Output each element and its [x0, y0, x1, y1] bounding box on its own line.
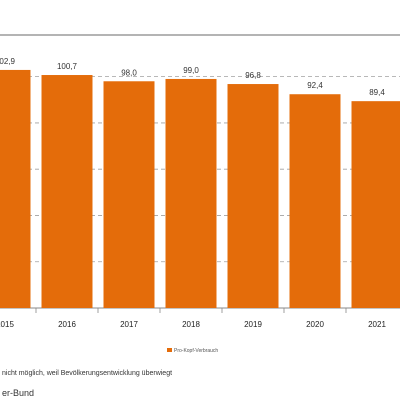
x-tick-label-2020: 2020	[306, 320, 324, 329]
x-tick-label-2018: 2018	[182, 320, 200, 329]
data-label-2021: 89,4	[369, 88, 385, 97]
footnote: nicht möglich, weil Bevölkerungsentwickl…	[2, 370, 172, 377]
bar-2016	[41, 75, 93, 309]
x-tick-label-2019: 2019	[244, 320, 262, 329]
data-label-2018: 99,0	[183, 66, 199, 75]
data-label-2016: 100,7	[57, 62, 78, 71]
x-tick-label-2015: 2015	[0, 320, 14, 329]
bar-layer	[0, 69, 400, 309]
bar-2017	[103, 81, 155, 309]
data-label-2017: 98,0	[121, 68, 137, 77]
data-label-2020: 92,4	[307, 81, 323, 90]
data-label-layer: 102,9 100,7 98,0 99,0 96,8 92,4 89,4	[0, 57, 385, 97]
legend-swatch	[167, 348, 172, 352]
bar-2020	[289, 94, 341, 309]
bar-2018	[165, 78, 217, 308]
x-tick-label-2017: 2017	[120, 320, 138, 329]
legend: Pro-Kopf-Verbrauch	[167, 348, 218, 354]
x-tick-label-2021: 2021	[368, 320, 386, 329]
bar-2019	[227, 84, 279, 308]
bar-2021	[351, 101, 400, 309]
x-tick-label-2016: 2016	[58, 320, 76, 329]
data-label-2015: 102,9	[0, 57, 16, 66]
x-tick-layer: 2015 2016 2017 2018 2019 2020 2021	[0, 308, 386, 329]
legend-label: Pro-Kopf-Verbrauch	[174, 348, 218, 354]
data-label-2019: 96,8	[245, 71, 261, 80]
source-label: er-Bund	[2, 388, 34, 398]
bar-2015	[0, 69, 31, 308]
